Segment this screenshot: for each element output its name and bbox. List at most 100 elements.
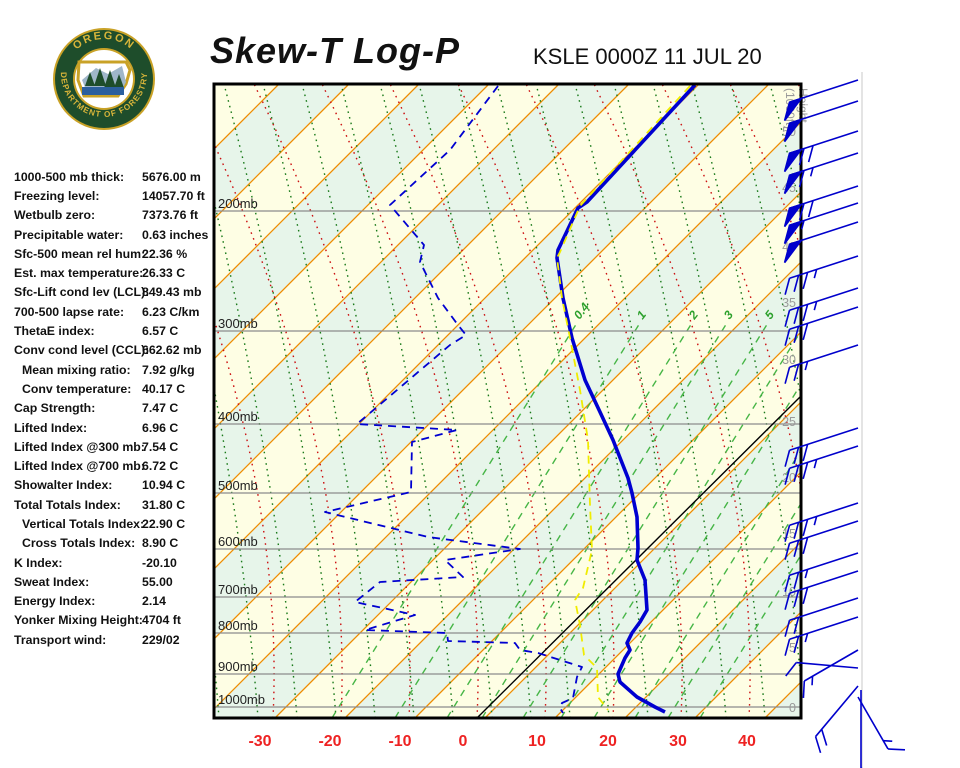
- pressure-label: 600mb: [218, 534, 258, 549]
- wind-barb: [860, 690, 863, 768]
- stat-row: Est. max temperature: 26.33 C: [14, 263, 204, 282]
- stat-value: -20.10: [142, 555, 177, 570]
- stat-value: 849.43 mb: [142, 285, 202, 300]
- stat-row: Showalter Index: 10.94 C: [14, 476, 204, 495]
- wind-barb: [783, 202, 859, 245]
- sounding-indices-panel: 1000-500 mb thick: 5676.00 m Freezing leve…: [14, 167, 208, 649]
- wind-barb: [814, 685, 859, 754]
- stat-row: Sfc-Lift cond lev (LCL): 849.43 mb: [14, 283, 204, 302]
- stat-label: Est. max temperature:: [14, 266, 144, 281]
- stat-value: 2.14: [142, 594, 166, 609]
- wind-barb: [783, 152, 859, 195]
- stat-row: Lifted Index @700 mb: 6.72 C: [14, 456, 204, 475]
- wind-barb: [784, 570, 859, 610]
- stat-label: ThetaE index:: [14, 324, 95, 339]
- stat-row: Freezing level: 14057.70 ft: [14, 186, 205, 205]
- stat-value: 10.94 C: [142, 478, 186, 493]
- wind-barb: [784, 520, 859, 560]
- wind-barb-column: [783, 72, 906, 768]
- wind-barb: [784, 306, 859, 346]
- stat-row: Precipitable water: 0.63 inches: [14, 225, 208, 244]
- stat-row: Lifted Index: 6.96 C: [14, 418, 204, 437]
- wind-barb: [784, 445, 859, 485]
- stat-value: 6.23 C/km: [142, 304, 200, 319]
- wind-barb: [857, 696, 906, 751]
- stat-row: Transport wind: 229/02: [14, 630, 204, 649]
- stat-row: Lifted Index @300 mb: 7.54 C: [14, 437, 204, 456]
- stat-label: Mean mixing ratio:: [22, 362, 131, 377]
- stat-label: Yonker Mixing Height:: [14, 613, 143, 628]
- temp-tick-label: 30: [669, 733, 687, 750]
- stat-value: 6.57 C: [142, 324, 179, 339]
- temperature-line: [555, 84, 697, 714]
- stat-value: 229/02: [142, 632, 180, 647]
- stat-label: Lifted Index:: [14, 420, 88, 435]
- stat-label: Lifted Index @700 mb:: [14, 459, 145, 474]
- stat-label: 700-500 lapse rate:: [14, 304, 125, 319]
- temp-tick-label: 0: [459, 733, 468, 750]
- stat-label: Sweat Index:: [14, 574, 90, 589]
- stat-value: 40.17 C: [142, 381, 186, 396]
- stat-label: Sfc-500 mean rel hum:: [14, 246, 146, 261]
- pressure-label: 1000mb: [218, 692, 265, 707]
- pressure-label: 200mb: [218, 196, 258, 211]
- stat-label: Conv cond level (CCL):: [14, 343, 150, 358]
- temp-tick-label: -10: [388, 733, 411, 750]
- temp-tick-label: 20: [599, 733, 617, 750]
- temp-tick-label: 10: [528, 733, 546, 750]
- pressure-label: 300mb: [218, 316, 258, 331]
- stat-value: 7373.76 ft: [142, 208, 199, 223]
- wind-barb: [784, 287, 859, 327]
- stat-row: Conv temperature: 40.17 C: [14, 379, 204, 398]
- height-tick-label: 20: [782, 471, 796, 485]
- stat-value: 662.62 mb: [142, 343, 202, 358]
- wind-barb: [784, 255, 859, 295]
- stat-row: Vertical Totals Index: 22.90 C: [14, 514, 204, 533]
- stat-value: 22.36 %: [142, 246, 188, 261]
- temp-tick-label: -20: [318, 733, 341, 750]
- temp-tick-label: -30: [248, 733, 271, 750]
- stat-value: 7.54 C: [142, 439, 179, 454]
- stat-value: 22.90 C: [142, 516, 186, 531]
- stat-value: 4704 ft: [142, 613, 181, 628]
- isotherm-lines: [214, 84, 801, 718]
- stat-label: Transport wind:: [14, 632, 107, 647]
- wetbulb-line: [556, 85, 691, 711]
- stat-label: Energy Index:: [14, 594, 96, 609]
- profile-curves: [324, 84, 697, 714]
- stat-label: Cross Totals Index:: [22, 536, 136, 551]
- pressure-label: 400mb: [218, 409, 258, 424]
- wind-barb: [784, 597, 859, 637]
- stat-value: 6.72 C: [142, 459, 179, 474]
- dewpoint-line: [324, 85, 583, 714]
- height-tick-label: 25: [782, 415, 796, 429]
- height-tick-label: 30: [782, 353, 796, 367]
- stat-value: 6.96 C: [142, 420, 179, 435]
- wind-barb: [802, 649, 859, 699]
- stat-label: Vertical Totals Index:: [22, 516, 145, 531]
- moist-adiabat-lines: [214, 84, 801, 718]
- stat-row: Energy Index: 2.14: [14, 592, 204, 611]
- stat-label: Lifted Index @300 mb:: [14, 439, 145, 454]
- wind-barb: [785, 661, 859, 677]
- wind-barb: [783, 221, 859, 264]
- height-tick-label: 35: [782, 296, 796, 310]
- stat-value: 26.33 C: [142, 266, 186, 281]
- pressure-label: 700mb: [218, 582, 258, 597]
- stat-row: ThetaE index: 6.57 C: [14, 321, 204, 340]
- stat-value: 7.92 g/kg: [142, 362, 195, 377]
- stat-label: Showalter Index:: [14, 478, 113, 493]
- stat-label: Total Totals Index:: [14, 497, 121, 512]
- stat-value: 5676.00 m: [142, 169, 201, 184]
- stat-label: Precipitable water:: [14, 227, 124, 242]
- temp-tick-label: 40: [738, 733, 756, 750]
- stat-label: Conv temperature:: [22, 381, 132, 396]
- wind-barb: [783, 185, 859, 228]
- isotherm-bands: [214, 84, 801, 718]
- stat-row: Yonker Mixing Height: 4704 ft: [14, 611, 204, 630]
- stat-label: K Index:: [14, 555, 63, 570]
- temperature-axis: -30 -20 -10 0 10 20 30 40: [248, 733, 756, 750]
- station-datetime: KSLE 0000Z 11 JUL 20: [533, 44, 762, 69]
- wind-barb: [783, 79, 859, 122]
